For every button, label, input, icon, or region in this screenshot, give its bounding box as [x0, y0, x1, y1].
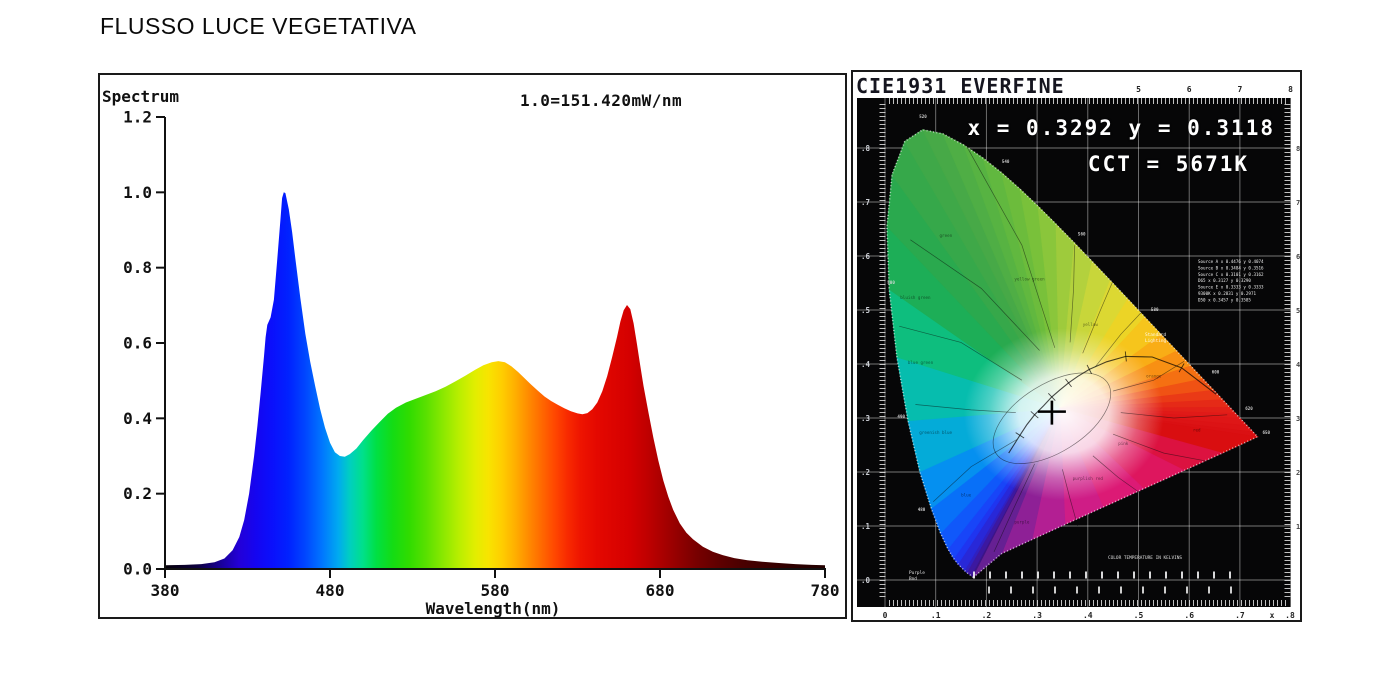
- chart-text: bluish green: [900, 295, 931, 300]
- spectrum-chart: 1.2 1.0 0.8 0.6 0.4 0.2 0.0 380 480 580 680 780: [123, 107, 839, 600]
- chart-text: 5: [1136, 85, 1141, 94]
- chart-text: yellow: [1083, 322, 1099, 327]
- spectrum-chart-panel: 1.2 1.0 0.8 0.6 0.4 0.2 0.0 380 480 580 680 780 Spe…: [98, 73, 847, 619]
- chart-text: 560: [1078, 231, 1086, 236]
- chart-text: 490: [897, 414, 905, 419]
- chart-text: .8: [1285, 611, 1295, 620]
- chart-text: 780: [811, 581, 840, 600]
- chart-text: 580: [1151, 307, 1159, 312]
- chart-text: D65 x 0.3127 y 0.3290: [1198, 278, 1251, 283]
- cie-title: CIE1931 EVERFINE: [853, 72, 1093, 98]
- chart-text: 600: [1212, 370, 1220, 375]
- chart-text: 680: [646, 581, 675, 600]
- cie-cct-readout: CCT = 5671K: [1087, 152, 1249, 176]
- chart-text: Source A x 0.4476 y 0.4074: [1198, 259, 1264, 264]
- chart-text: 5: [1296, 307, 1300, 315]
- chart-text: .2: [982, 611, 992, 620]
- chart-text: 8: [1288, 85, 1293, 94]
- cie-xy-readout: x = 0.3292 y = 0.3118: [967, 116, 1275, 140]
- chart-text: 8: [1296, 145, 1300, 153]
- cie-chromaticity-diagram: y.8.7.6.5.4.3.2.1.087654321456780.1.2.3.…: [857, 85, 1300, 620]
- chart-text: .5: [861, 306, 870, 315]
- chart-text: D50 x 0.3457 y 0.3585: [1198, 297, 1251, 302]
- cie-region-boundaries: [899, 145, 1228, 553]
- chart-text: yellow green: [1014, 276, 1045, 281]
- cie-chromaticity-panel: y.8.7.6.5.4.3.2.1.087654321456780.1.2.3.…: [851, 70, 1302, 622]
- chart-text: Source C x 0.3101 y 0.3162: [1198, 272, 1264, 277]
- chart-text: .4: [1083, 611, 1093, 620]
- chart-text: .1: [931, 611, 941, 620]
- chart-text: .7: [861, 198, 870, 207]
- chart-text: .6: [1184, 611, 1194, 620]
- chart-text: .6: [861, 252, 871, 261]
- chart-text: 1.0: [123, 183, 152, 202]
- chart-text: x: [1270, 611, 1275, 620]
- chart-text: 580: [481, 581, 510, 600]
- chart-text: Purple: [909, 570, 925, 576]
- spectrum-x-axis-label: Wavelength(nm): [425, 599, 561, 618]
- chart-text: 9300K x 0.2831 y 0.2971: [1198, 291, 1256, 296]
- chart-text: 0.2: [123, 484, 152, 503]
- chart-text: Bnd: [909, 576, 917, 582]
- chart-text: 0.0: [123, 560, 152, 579]
- chart-text: blue green: [908, 360, 934, 365]
- chart-text: green: [940, 233, 953, 238]
- chart-text: 1: [1296, 523, 1300, 531]
- spectrum-scale-annotation: 1.0=151.420mW/nm: [520, 91, 683, 110]
- chart-text: 3: [1296, 415, 1300, 423]
- chart-text: .2: [861, 468, 870, 477]
- chart-text: .3: [861, 414, 871, 423]
- chart-text: 500: [887, 280, 895, 285]
- chart-text: 6: [1187, 85, 1192, 94]
- chart-text: .4: [861, 360, 871, 369]
- chart-text: purplish red: [1073, 476, 1104, 481]
- chart-text: Source B x 0.3484 y 0.3516: [1198, 265, 1264, 270]
- chart-text: 0: [883, 611, 888, 620]
- chart-text: red: [1193, 428, 1201, 433]
- spectrum-area: [165, 192, 825, 569]
- chart-text: .7: [1235, 611, 1245, 620]
- cie-ruler-ticks: [879, 98, 1291, 606]
- chart-text: .3: [1032, 611, 1042, 620]
- chart-text: .0: [861, 576, 871, 585]
- chart-text: greenish blue: [919, 430, 952, 435]
- chart-text: 480: [918, 507, 926, 512]
- spectrum-axis-labels: 1.2 1.0 0.8 0.6 0.4 0.2 0.0 380 480 580 680 780: [123, 107, 839, 600]
- chart-text: 7: [1237, 85, 1242, 94]
- chart-text: COLOR TEMPERATURE IN KELVINS: [1108, 555, 1182, 561]
- chart-text: .8: [861, 144, 871, 153]
- chart-text: 1.2: [123, 107, 152, 126]
- chart-text: 6: [1296, 253, 1300, 261]
- chart-text: blue: [961, 492, 972, 497]
- chart-text: Lighting: [1145, 338, 1167, 344]
- cie-white-core: [963, 328, 1164, 501]
- chart-text: purple: [1014, 519, 1030, 524]
- chart-text: .1: [861, 522, 871, 531]
- chart-text: 0.4: [123, 409, 152, 428]
- chart-text: orange: [1146, 374, 1162, 379]
- measured-point-marker: [1037, 400, 1066, 425]
- chart-text: Source E x 0.3333 y 0.3333: [1198, 285, 1264, 290]
- chart-text: 480: [316, 581, 345, 600]
- chart-text: 620: [1245, 406, 1253, 411]
- chart-text: 520: [919, 114, 927, 119]
- cie-annotations: 520 540 560 580 600 620 650 500 490 480 green yello…: [887, 114, 1270, 582]
- chart-text: 2: [1296, 469, 1300, 477]
- chart-text: 7: [1296, 199, 1300, 207]
- chart-text: Standard: [1145, 332, 1167, 338]
- spectrum-corner-label: Spectrum: [102, 87, 180, 106]
- chart-text: pink: [1118, 441, 1129, 446]
- chart-text: 4: [1296, 361, 1300, 369]
- page-title: FLUSSO LUCE VEGETATIVA: [100, 13, 417, 39]
- chart-text: 650: [1262, 430, 1270, 435]
- chart-text: .5: [1134, 611, 1144, 620]
- chart-text: 0.8: [123, 258, 152, 277]
- chart-text: 540: [1002, 159, 1010, 164]
- chart-text: 380: [151, 581, 180, 600]
- chart-text: 0.6: [123, 333, 152, 352]
- cie-planckian-locus: [1008, 351, 1217, 454]
